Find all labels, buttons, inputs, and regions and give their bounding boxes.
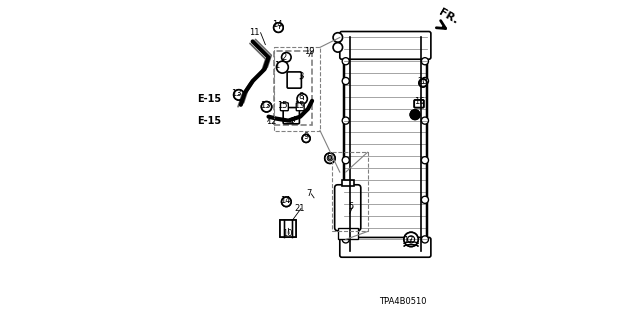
Circle shape (342, 157, 349, 164)
Circle shape (342, 58, 349, 65)
Bar (275, 51, 312, 124)
Circle shape (234, 90, 244, 100)
Circle shape (274, 23, 283, 32)
Circle shape (421, 157, 429, 164)
Text: 21: 21 (294, 204, 305, 213)
Text: 3: 3 (298, 72, 303, 81)
Text: 2: 2 (281, 53, 286, 62)
Text: 15: 15 (294, 101, 305, 110)
Text: 8: 8 (298, 92, 303, 100)
Text: 17: 17 (403, 236, 413, 245)
Bar (280, 220, 296, 237)
Circle shape (419, 79, 427, 87)
FancyBboxPatch shape (414, 100, 424, 108)
Circle shape (408, 236, 415, 243)
Circle shape (282, 197, 291, 206)
Circle shape (282, 52, 291, 62)
FancyBboxPatch shape (280, 103, 289, 111)
Text: 19: 19 (303, 47, 314, 56)
Circle shape (274, 23, 283, 32)
Text: E-15: E-15 (197, 94, 221, 104)
Circle shape (327, 156, 333, 161)
Bar (280, 220, 296, 237)
Text: E-15: E-15 (197, 116, 221, 126)
Bar (342, 180, 354, 186)
Circle shape (276, 61, 289, 73)
Text: 4: 4 (289, 117, 294, 126)
Circle shape (324, 153, 335, 164)
Circle shape (404, 232, 418, 246)
Circle shape (342, 117, 349, 124)
Circle shape (421, 77, 429, 84)
Circle shape (302, 134, 310, 142)
Circle shape (261, 102, 272, 112)
FancyBboxPatch shape (335, 185, 361, 231)
Bar (344, 37, 427, 251)
Text: 13: 13 (260, 101, 271, 110)
Text: 20: 20 (417, 77, 428, 86)
FancyBboxPatch shape (340, 31, 431, 59)
Circle shape (333, 43, 342, 52)
Circle shape (302, 134, 310, 142)
Circle shape (261, 102, 272, 112)
Text: 15: 15 (277, 101, 287, 110)
Circle shape (421, 236, 429, 243)
Text: FR.: FR. (437, 7, 460, 26)
Circle shape (421, 58, 429, 65)
FancyBboxPatch shape (283, 108, 300, 124)
FancyBboxPatch shape (340, 237, 431, 257)
Circle shape (282, 197, 291, 206)
Bar (338, 228, 358, 239)
Text: 11: 11 (250, 28, 260, 37)
FancyBboxPatch shape (414, 100, 424, 108)
Circle shape (419, 79, 427, 87)
Circle shape (342, 196, 349, 204)
Text: TPA4B0510: TPA4B0510 (380, 297, 427, 306)
FancyBboxPatch shape (296, 103, 304, 111)
Circle shape (410, 110, 420, 119)
Circle shape (421, 117, 429, 124)
Text: 5: 5 (348, 203, 353, 212)
Text: 6: 6 (326, 153, 332, 162)
Circle shape (410, 110, 420, 119)
Circle shape (327, 156, 333, 161)
Circle shape (324, 153, 335, 164)
Text: 9: 9 (303, 132, 308, 141)
Text: 14: 14 (280, 196, 291, 205)
Text: 1: 1 (274, 61, 279, 70)
Circle shape (421, 196, 429, 204)
Text: 10: 10 (282, 229, 292, 238)
Circle shape (234, 90, 244, 100)
Text: 13: 13 (231, 89, 241, 98)
Circle shape (342, 77, 349, 84)
Text: 14: 14 (272, 20, 282, 29)
Circle shape (297, 94, 307, 104)
Circle shape (333, 33, 342, 42)
Text: 7: 7 (306, 189, 312, 198)
FancyBboxPatch shape (287, 72, 301, 88)
Text: 16: 16 (415, 97, 425, 106)
Text: 12: 12 (266, 117, 277, 126)
Circle shape (408, 236, 415, 243)
Circle shape (404, 232, 418, 246)
Circle shape (342, 236, 349, 243)
Text: 18: 18 (409, 110, 420, 119)
